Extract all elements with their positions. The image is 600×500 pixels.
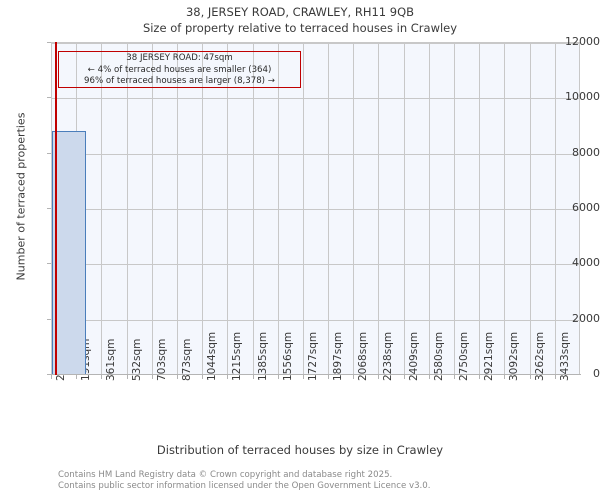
highlight-vline (55, 42, 57, 375)
y-axis-tick-label: 2000 (572, 311, 600, 325)
x-axis-tick-label: 703sqm (155, 338, 168, 381)
y-axis-tick-mark (47, 153, 51, 154)
gridline-horizontal (51, 43, 580, 44)
x-axis-tick-mark (227, 375, 228, 379)
annotation-line-2: ← 4% of terraced houses are smaller (364… (87, 64, 272, 75)
y-axis-tick-mark (47, 263, 51, 264)
x-axis-tick-label: 873sqm (180, 338, 193, 381)
y-axis-tick-label: 4000 (572, 256, 600, 270)
x-axis-tick-label: 3262sqm (533, 331, 546, 381)
x-axis-tick-mark (504, 375, 505, 379)
x-axis-tick-label: 1385sqm (256, 331, 269, 381)
y-axis-title: Number of terraced properties (14, 112, 28, 281)
x-axis-tick-label: 1727sqm (306, 331, 319, 381)
x-axis-tick-mark (479, 375, 480, 379)
y-axis-tick-mark (47, 319, 51, 320)
page-title: 38, JERSEY ROAD, CRAWLEY, RH11 9QB (185, 5, 415, 19)
y-axis-tick-label: 0 (593, 367, 600, 380)
x-axis-tick-mark (177, 375, 178, 379)
footer: Contains HM Land Registry data © Crown c… (58, 470, 430, 491)
x-axis-tick-mark (530, 375, 531, 379)
x-axis-tick-mark (76, 375, 77, 379)
y-axis-tick-label: 6000 (572, 201, 600, 214)
x-axis-tick-mark (404, 375, 405, 379)
footer-line-2: Contains public sector information licen… (58, 480, 431, 491)
x-axis-tick-label: 2921sqm (483, 331, 496, 381)
gridline-horizontal (51, 154, 580, 155)
x-axis-tick-mark (152, 375, 153, 379)
y-axis-tick-mark (47, 97, 51, 98)
x-axis-tick-mark (378, 375, 379, 379)
x-axis-tick-mark (253, 375, 254, 379)
y-axis-tick-mark (47, 42, 51, 43)
x-axis-tick-mark (429, 375, 430, 379)
x-axis-tick-mark (454, 375, 455, 379)
y-axis-tick-label: 10000 (565, 90, 600, 104)
x-axis-tick-label: 2750sqm (458, 331, 471, 381)
x-axis-title: Distribution of terraced houses by size … (156, 443, 444, 457)
x-axis-tick-label: 1897sqm (332, 331, 345, 381)
y-axis-tick-label: 8000 (572, 145, 600, 159)
x-axis-tick-mark (555, 375, 556, 379)
y-axis-tick-mark (47, 208, 51, 209)
gridline-horizontal (51, 320, 580, 321)
page-subtitle: Size of property relative to terraced ho… (142, 21, 458, 35)
x-axis-tick-label: 532sqm (130, 338, 143, 381)
y-axis-line (51, 42, 52, 375)
annotation-line-1: 38 JERSEY ROAD: 47sqm (126, 53, 233, 63)
x-axis-tick-label: 2068sqm (357, 331, 370, 381)
x-axis-tick-label: 1044sqm (206, 331, 219, 381)
x-axis-tick-label: 1215sqm (231, 331, 244, 381)
x-axis-tick-mark (127, 375, 128, 379)
x-axis-tick-mark (328, 375, 329, 379)
gridline-horizontal (51, 209, 580, 210)
y-axis-tick-label: 12000 (565, 35, 600, 48)
bar (52, 131, 87, 374)
y-axis-tick-mark (47, 374, 51, 375)
x-axis-tick-mark (353, 375, 354, 379)
x-axis-tick-mark (202, 375, 203, 379)
x-axis-tick-label: 2580sqm (432, 331, 445, 381)
x-axis-tick-label: 2238sqm (382, 331, 395, 381)
x-axis-line (51, 374, 581, 375)
x-axis-tick-label: 3433sqm (558, 331, 571, 381)
x-axis-tick-mark (101, 375, 102, 379)
gridline-horizontal (51, 264, 580, 265)
x-axis-tick-label: 2409sqm (407, 331, 420, 381)
x-axis-tick-mark (51, 375, 52, 379)
footer-line-1: Contains HM Land Registry data © Crown c… (58, 470, 393, 480)
x-axis-tick-mark (303, 375, 304, 379)
annotation-line-3: 96% of terraced houses are larger (8,378… (84, 76, 275, 87)
gridline-horizontal (51, 98, 580, 99)
plot-area (51, 42, 580, 375)
annotation-box: 38 JERSEY ROAD: 47sqm ← 4% of terraced h… (58, 51, 301, 88)
x-axis-tick-label: 3092sqm (508, 331, 521, 381)
y-axis-title-wrap: Number of terraced properties (0, 0, 28, 281)
x-axis-tick-mark (278, 375, 279, 379)
x-axis-tick-label: 361sqm (105, 338, 118, 381)
x-axis-tick-label: 1556sqm (281, 331, 294, 381)
